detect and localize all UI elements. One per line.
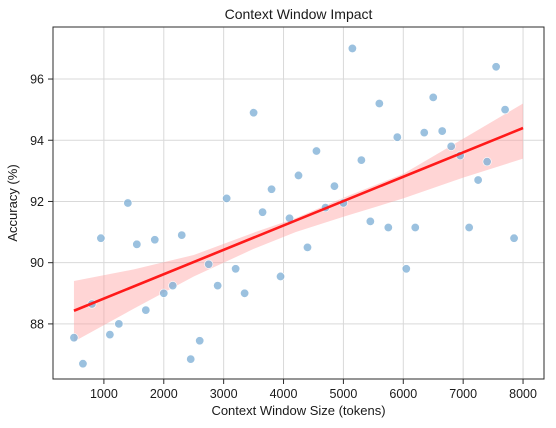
data-point — [222, 193, 232, 203]
y-tick-label: 92 — [30, 195, 44, 209]
x-axis-label: Context Window Size (tokens) — [211, 403, 385, 418]
scatter-points — [69, 43, 519, 369]
data-point — [249, 108, 259, 118]
x-tick-label: 4000 — [270, 387, 298, 401]
data-point — [276, 271, 286, 281]
data-point — [365, 216, 375, 226]
y-axis-label: Accuracy (%) — [5, 164, 20, 241]
data-point — [482, 157, 492, 167]
data-point — [311, 146, 321, 156]
data-point — [231, 264, 241, 274]
data-point — [141, 305, 151, 315]
data-point — [509, 233, 519, 243]
data-point — [267, 184, 277, 194]
data-point — [186, 354, 196, 364]
data-point — [428, 92, 438, 102]
data-point — [356, 155, 366, 165]
plot-frame — [52, 26, 545, 380]
data-point — [401, 264, 411, 274]
data-point — [329, 181, 339, 191]
chart-title: Context Window Impact — [225, 6, 373, 22]
data-point — [96, 233, 106, 243]
y-tick-label: 94 — [30, 134, 44, 148]
confidence-band — [73, 103, 524, 342]
data-point — [410, 222, 420, 232]
data-point — [446, 141, 456, 151]
data-point — [383, 222, 393, 232]
x-tick-label: 1000 — [90, 387, 118, 401]
data-point — [392, 132, 402, 142]
x-tick-label: 2000 — [150, 387, 178, 401]
data-point — [293, 170, 303, 180]
y-tick-label: 88 — [30, 317, 44, 331]
data-point — [150, 235, 160, 245]
x-tick-label: 6000 — [389, 387, 417, 401]
x-tick-label: 5000 — [330, 387, 358, 401]
data-point — [159, 288, 169, 298]
data-point — [177, 230, 187, 240]
regression-layer — [73, 126, 524, 312]
data-point — [347, 43, 357, 53]
data-point — [105, 330, 115, 340]
data-point — [419, 128, 429, 138]
data-point — [204, 259, 214, 269]
data-point — [195, 336, 205, 346]
confidence-band-layer — [73, 103, 524, 342]
regression-line — [73, 126, 524, 312]
data-point — [258, 207, 268, 217]
data-point — [168, 281, 178, 291]
axis-ticks: 1000 2000 3000 4000 5000 6000 7000 8000 88 90 92 94… — [30, 73, 537, 401]
data-point — [491, 62, 501, 72]
data-point — [240, 288, 250, 298]
x-tick-label: 8000 — [509, 387, 537, 401]
data-point — [123, 198, 133, 208]
data-point — [213, 281, 223, 291]
data-point — [114, 319, 124, 329]
data-point — [302, 242, 312, 252]
data-point — [464, 222, 474, 232]
data-point — [78, 359, 88, 369]
data-point — [132, 239, 142, 249]
x-tick-label: 3000 — [210, 387, 238, 401]
x-tick-label: 7000 — [449, 387, 477, 401]
data-point — [69, 333, 79, 343]
y-tick-label: 90 — [30, 256, 44, 270]
data-point — [374, 99, 384, 109]
data-point — [500, 105, 510, 115]
y-tick-label: 96 — [30, 73, 44, 87]
data-point — [437, 126, 447, 136]
data-point — [473, 175, 483, 185]
